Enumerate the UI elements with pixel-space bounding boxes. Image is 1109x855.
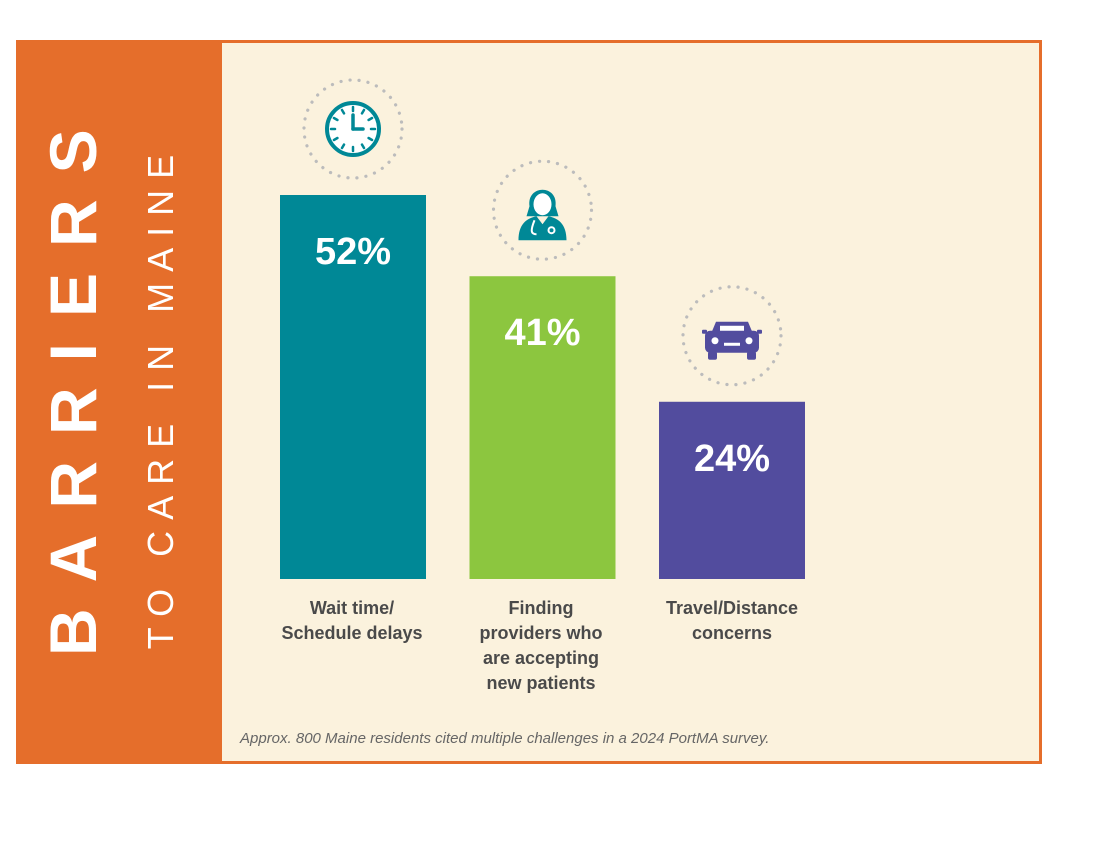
category-label-0: Wait time/ Schedule delays bbox=[281, 598, 423, 643]
car-icon bbox=[681, 285, 783, 387]
category-label-2: Travel/Distance concerns bbox=[665, 598, 799, 643]
category-label-1: Finding providers who are accepting new … bbox=[479, 598, 603, 693]
bar-0 bbox=[280, 195, 426, 579]
doctor-icon bbox=[491, 159, 594, 261]
title-banner bbox=[16, 40, 222, 764]
bar-value-label-2: 24% bbox=[694, 438, 770, 480]
bar-value-label-0: 52% bbox=[315, 231, 391, 273]
bar-2 bbox=[659, 401, 805, 579]
clock-icon bbox=[302, 78, 404, 180]
bar-value-label-1: 41% bbox=[504, 312, 580, 354]
bar-1 bbox=[469, 276, 616, 579]
footnote: Approx. 800 Maine residents cited multip… bbox=[240, 730, 770, 747]
